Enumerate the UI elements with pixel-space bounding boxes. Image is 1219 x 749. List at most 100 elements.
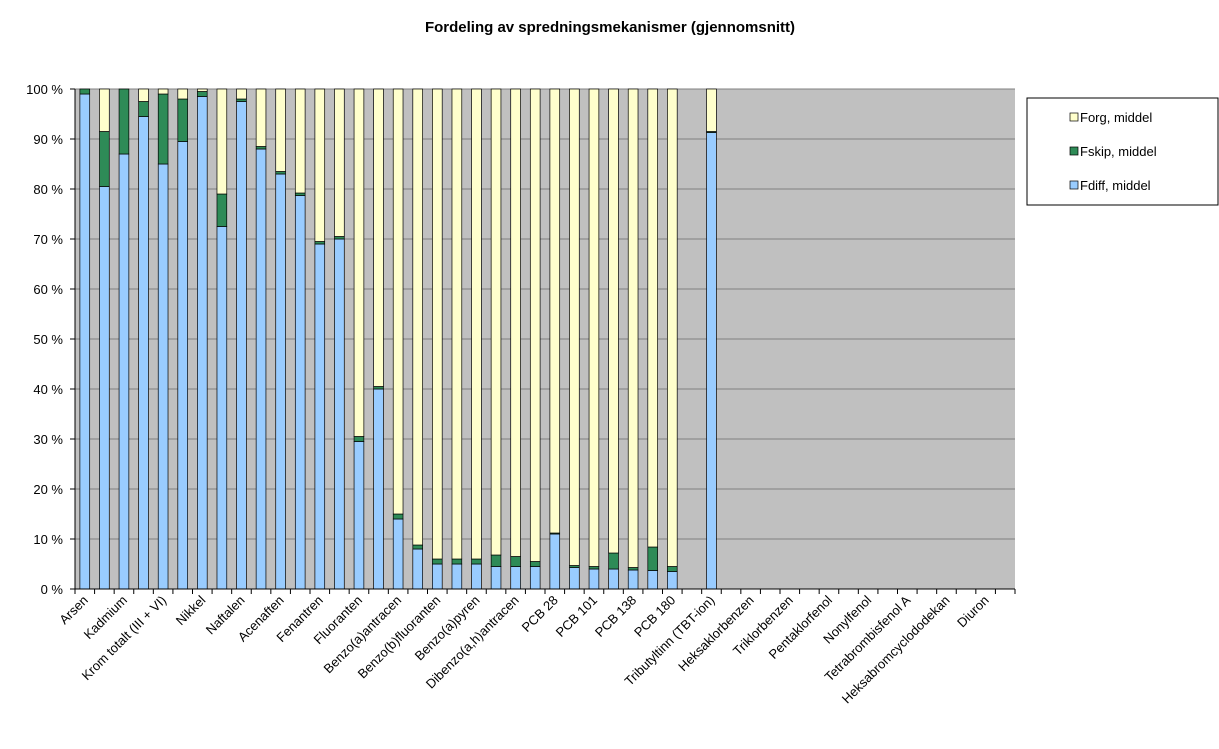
- y-tick-label: 80 %: [33, 182, 63, 197]
- bar-segment: [236, 98, 247, 102]
- bar-segment: [255, 146, 267, 150]
- bar-segment: [255, 88, 267, 147]
- bar-segment: [353, 436, 365, 442]
- bar-segment: [236, 101, 247, 590]
- x-tick-label: Nikkel: [173, 592, 209, 628]
- bar-segment: [529, 561, 541, 567]
- bar-segment: [79, 88, 91, 95]
- bar-segment: [451, 558, 463, 565]
- y-tick-label: 50 %: [33, 332, 63, 347]
- y-tick-label: 70 %: [33, 232, 63, 247]
- bar-segment: [627, 88, 639, 568]
- y-tick-label: 0 %: [41, 582, 64, 597]
- y-tick-label: 30 %: [33, 432, 63, 447]
- bar-segment: [510, 566, 521, 590]
- y-tick-label: 40 %: [33, 382, 63, 397]
- bar-segment: [608, 552, 619, 570]
- x-tick-label: Diuron: [954, 593, 992, 631]
- bar-segment: [471, 558, 482, 565]
- bar-segment: [177, 88, 188, 100]
- bar-segment: [588, 568, 600, 590]
- bar-segment: [118, 88, 130, 155]
- legend-swatch: [1069, 112, 1079, 122]
- bar-segment: [471, 563, 482, 590]
- bar-segment: [216, 88, 228, 195]
- bar-segment: [79, 93, 91, 590]
- bar-segment: [490, 566, 502, 590]
- bar-segment: [667, 88, 678, 567]
- bar-segment: [157, 93, 169, 165]
- bar-segment: [490, 554, 502, 567]
- bar-segment: [392, 88, 404, 515]
- bar-segment: [314, 88, 326, 242]
- y-tick-label: 90 %: [33, 132, 63, 147]
- bar-segment: [157, 88, 169, 95]
- bar-segment: [99, 131, 110, 187]
- bar-segment: [490, 88, 502, 556]
- bar-segment: [373, 388, 384, 590]
- bar-segment: [549, 533, 561, 590]
- bar-segment: [353, 88, 365, 437]
- bar-segment: [197, 91, 208, 97]
- bar-segment: [588, 88, 600, 567]
- bar-segment: [412, 544, 423, 550]
- bar-segment: [275, 173, 286, 590]
- bar-segment: [627, 567, 639, 571]
- bar-segment: [451, 563, 463, 590]
- bar-segment: [647, 570, 658, 590]
- bar-segment: [706, 88, 717, 132]
- bar-segment: [569, 88, 580, 566]
- bar-segment: [588, 566, 600, 570]
- bar-segment: [216, 226, 228, 590]
- bar-segment: [569, 567, 580, 590]
- legend-swatch: [1069, 180, 1079, 190]
- bar-segment: [412, 548, 423, 590]
- bar-segment: [647, 88, 658, 548]
- bar-segment: [529, 566, 541, 590]
- x-tick-label: PCB 138: [592, 593, 639, 640]
- bar-segment: [706, 132, 717, 590]
- x-tick-label: Arsen: [56, 593, 91, 628]
- y-tick-label: 60 %: [33, 282, 63, 297]
- bar-segment: [529, 88, 541, 562]
- bar-segment: [432, 88, 443, 560]
- bar-segment: [334, 88, 345, 237]
- bar-segment: [432, 558, 443, 565]
- bar-segment: [334, 238, 345, 590]
- bar-segment: [216, 193, 228, 227]
- bar-segment: [294, 192, 306, 196]
- bar-segment: [549, 88, 561, 534]
- bar-segment: [99, 186, 110, 590]
- bar-segment: [608, 568, 619, 590]
- bar-segment: [314, 241, 326, 245]
- bar-segment: [392, 518, 404, 590]
- bar-segment: [392, 513, 404, 520]
- bar-segment: [138, 88, 149, 102]
- bar-segment: [157, 163, 169, 590]
- bar-segment: [138, 101, 149, 117]
- bar-segment: [197, 96, 208, 590]
- bar-segment: [667, 571, 678, 590]
- bar-segment: [432, 563, 443, 590]
- bar-segment: [255, 148, 267, 590]
- bar-segment: [275, 171, 286, 175]
- bar-segment: [236, 88, 247, 100]
- legend-label: Fskip, middel: [1080, 144, 1157, 159]
- bar-segment: [294, 88, 306, 194]
- bar-segment: [177, 98, 188, 142]
- legend-swatch: [1069, 146, 1079, 156]
- bar-segment: [471, 88, 482, 560]
- bar-segment: [373, 386, 384, 390]
- bar-segment: [412, 88, 423, 546]
- bar-segment: [647, 546, 658, 571]
- x-tick-label: PCB 101: [553, 593, 600, 640]
- legend-label: Forg, middel: [1080, 110, 1152, 125]
- bar-segment: [510, 88, 521, 557]
- bar-segment: [627, 569, 639, 590]
- y-tick-label: 10 %: [33, 532, 63, 547]
- bar-segment: [451, 88, 463, 560]
- bar-segment: [353, 441, 365, 590]
- bar-segment: [197, 88, 208, 92]
- chart-title: Fordeling av spredningsmekanismer (gjenn…: [425, 19, 795, 36]
